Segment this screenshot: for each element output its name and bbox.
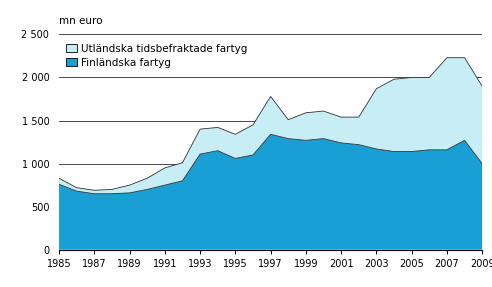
Text: mn euro: mn euro (59, 16, 102, 26)
Legend: Utländska tidsbefraktade fartyg, Finländska fartyg: Utländska tidsbefraktade fartyg, Finländ… (64, 42, 249, 70)
